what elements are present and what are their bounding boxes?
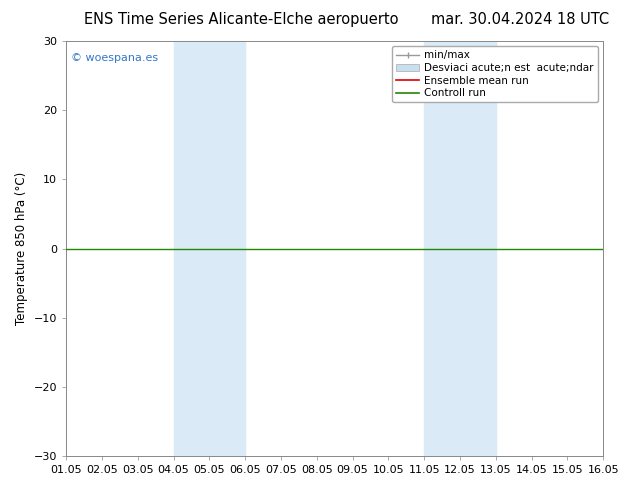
- Legend: min/max, Desviaci acute;n est  acute;ndar, Ensemble mean run, Controll run: min/max, Desviaci acute;n est acute;ndar…: [392, 46, 598, 102]
- Text: ENS Time Series Alicante-Elche aeropuerto: ENS Time Series Alicante-Elche aeropuert…: [84, 12, 398, 27]
- Bar: [424, 41, 496, 456]
- Text: © woespana.es: © woespana.es: [72, 53, 158, 64]
- Bar: [174, 41, 245, 456]
- Y-axis label: Temperature 850 hPa (°C): Temperature 850 hPa (°C): [15, 172, 28, 325]
- Text: mar. 30.04.2024 18 UTC: mar. 30.04.2024 18 UTC: [431, 12, 609, 27]
